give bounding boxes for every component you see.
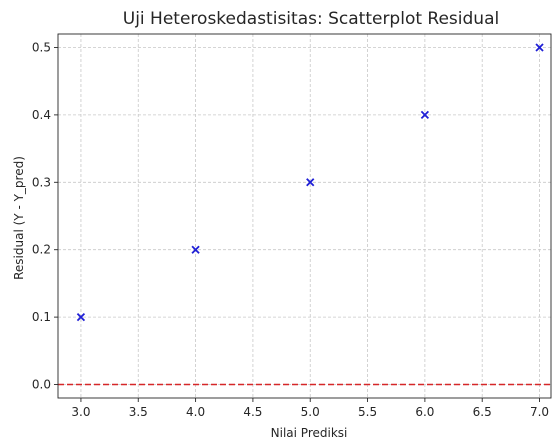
x-tick-label: 4.5 <box>243 405 262 419</box>
x-tick-label: 7.0 <box>530 405 549 419</box>
y-tick-label: 0.5 <box>32 40 51 54</box>
y-tick-label: 0.1 <box>32 310 51 324</box>
x-tick-label: 6.5 <box>473 405 492 419</box>
x-axis-ticks: 3.0 3.5 4.0 4.5 5.0 5.5 6.0 6.5 7.0 <box>71 398 549 419</box>
data-point <box>306 178 315 187</box>
x-tick-label: 5.0 <box>301 405 320 419</box>
y-tick-label: 0.0 <box>32 378 51 392</box>
x-tick-label: 5.5 <box>358 405 377 419</box>
x-tick-label: 6.0 <box>415 405 434 419</box>
y-tick-label: 0.3 <box>32 175 51 189</box>
y-axis-ticks: 0.0 0.1 0.2 0.3 0.4 0.5 <box>32 40 58 392</box>
x-axis-label: Nilai Prediksi <box>271 426 348 440</box>
x-tick-label: 4.0 <box>186 405 205 419</box>
data-point <box>535 43 544 52</box>
data-points <box>76 43 544 322</box>
data-point <box>420 110 430 120</box>
y-tick-label: 0.2 <box>32 243 51 257</box>
data-point <box>191 245 200 254</box>
chart-title: Uji Heteroskedastisitas: Scatterplot Res… <box>123 9 499 29</box>
y-axis-label: Residual (Y - Y_pred) <box>12 156 26 280</box>
x-tick-label: 3.0 <box>71 405 90 419</box>
x-tick-label: 3.5 <box>129 405 148 419</box>
data-point <box>76 312 86 322</box>
y-tick-label: 0.4 <box>32 108 51 122</box>
plot-frame <box>57 33 552 399</box>
grid-layer <box>58 34 551 398</box>
